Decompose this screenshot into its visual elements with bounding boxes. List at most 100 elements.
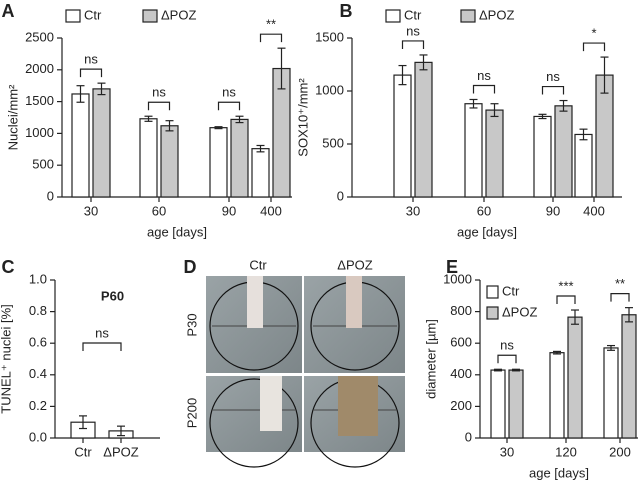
legend-swatch [486, 306, 499, 320]
x-tick-label: 30 [84, 203, 98, 218]
significance-label: ns [222, 85, 236, 100]
y-tick-label: 0.2 [29, 398, 47, 413]
x-axis-label: age [days] [529, 465, 589, 480]
significance-bracket [541, 85, 565, 95]
x-axis-label: age [days] [457, 224, 517, 239]
bar [414, 61, 433, 198]
significance-label: ns [152, 85, 166, 100]
micrograph [304, 376, 405, 468]
y-axis-label: SOX10⁺/mm² [295, 78, 310, 157]
legend-label: Ctr [502, 283, 520, 298]
bar [251, 148, 270, 198]
y-tick-label: 0 [47, 188, 54, 203]
y-axis-label: Nuclei/mm² [5, 84, 20, 150]
bar [490, 369, 506, 439]
y-tick-label: 0 [337, 188, 344, 203]
x-tick-label: 200 [609, 444, 631, 459]
y-tick-label: 1000 [315, 82, 344, 97]
bar [508, 369, 524, 439]
y-tick-label: 0.6 [29, 335, 47, 350]
x-tick-label: 30 [500, 444, 514, 459]
y-tick-label: 400 [450, 366, 472, 381]
significance-label: *** [558, 278, 573, 293]
y-tick-label: 0.4 [29, 366, 47, 381]
row-label: P200 [184, 398, 199, 428]
significance-label: ns [500, 338, 514, 353]
x-tick-label: 30 [406, 203, 420, 218]
x-tick-label: 400 [583, 203, 605, 218]
legend-label: Ctr [404, 7, 422, 22]
y-tick-label: 800 [450, 303, 472, 318]
x-axis-label: age [days] [147, 224, 207, 239]
significance-label: ** [615, 276, 625, 291]
significance-label: ** [266, 17, 276, 32]
legend-label: Ctr [84, 7, 102, 22]
row-label: P30 [184, 313, 199, 336]
significance-bracket [217, 101, 241, 111]
panel-letter: B [340, 1, 353, 21]
bar [139, 118, 158, 198]
y-tick-label: 1.0 [29, 271, 47, 286]
significance-label: ns [95, 325, 109, 340]
y-axis-label: diameter [µm] [423, 319, 438, 399]
y-tick-label: 500 [32, 157, 54, 172]
x-tick-label: 60 [477, 203, 491, 218]
bar [160, 125, 179, 198]
bar [567, 316, 583, 439]
micrograph [304, 276, 405, 373]
legend-label: ΔPOZ [479, 7, 514, 22]
x-tick-label: 400 [260, 203, 282, 218]
significance-bracket [79, 68, 103, 78]
panel-letter: C [2, 257, 15, 277]
bar [621, 314, 637, 439]
y-tick-label: 2000 [25, 61, 54, 76]
y-tick-label: 1500 [315, 29, 344, 44]
micrograph [206, 276, 302, 373]
legend-swatch [486, 285, 499, 299]
significance-bracket [472, 84, 496, 94]
legend-swatch [65, 9, 81, 23]
x-tick-label: 90 [546, 203, 560, 218]
significance-label: ns [546, 69, 560, 84]
significance-bracket [147, 101, 171, 111]
bar [393, 74, 412, 198]
panel-letter: E [446, 257, 458, 277]
bar [554, 105, 573, 198]
significance-label: ns [406, 23, 420, 38]
y-tick-label: 200 [450, 398, 472, 413]
column-label: ΔPOZ [337, 257, 372, 272]
significance-bracket [259, 33, 283, 43]
x-tick-label: 120 [555, 444, 577, 459]
bar [603, 347, 619, 439]
x-tick-label: 90 [222, 203, 236, 218]
significance-label: * [591, 26, 596, 41]
bar [549, 352, 565, 439]
legend-label: ΔPOZ [502, 304, 537, 319]
y-tick-label: 0.0 [29, 429, 47, 444]
micrograph [206, 376, 302, 468]
significance-bracket [610, 293, 630, 302]
x-tick-label: 60 [152, 203, 166, 218]
bar [71, 93, 90, 198]
bar [209, 127, 228, 198]
significance-label: ns [477, 68, 491, 83]
y-tick-label: 0.8 [29, 303, 47, 318]
significance-bracket [497, 354, 517, 364]
y-tick-label: 2500 [25, 29, 54, 44]
significance-bracket [82, 342, 122, 351]
image-panel: D Ctr ΔPOZ P30 P200 [184, 257, 405, 468]
panel-letter: D [184, 257, 197, 277]
x-tick-label: Ctr [74, 444, 92, 459]
y-tick-label: 1000 [25, 125, 54, 140]
significance-label: ns [84, 52, 98, 67]
legend-swatch [460, 9, 476, 23]
bar [533, 115, 552, 198]
x-tick-label: ΔPOZ [103, 444, 138, 459]
legend-label: ΔPOZ [161, 7, 196, 22]
significance-bracket [582, 42, 606, 52]
panel-letter: A [2, 1, 15, 21]
y-tick-label: 600 [450, 335, 472, 350]
y-tick-label: 1000 [443, 271, 472, 286]
significance-bracket [556, 295, 576, 305]
